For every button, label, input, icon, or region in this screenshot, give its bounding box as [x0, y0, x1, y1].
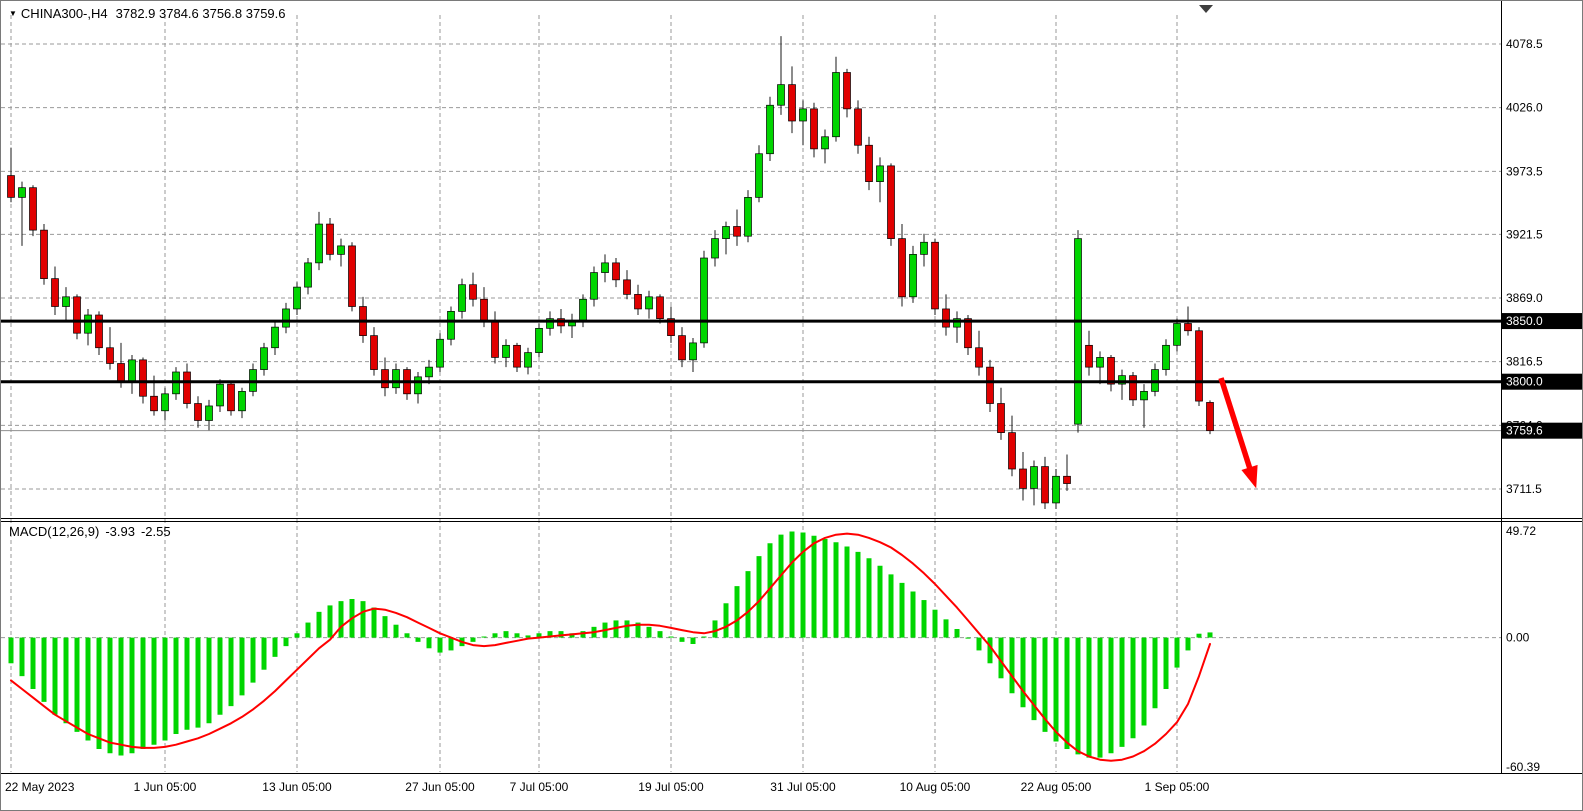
price-axis-label: 3711.5: [1506, 482, 1542, 496]
macd-axis-label: 0.00: [1506, 631, 1530, 645]
time-axis: 22 May 2023 1 Jun 05:00 13 Jun 05:00 27 Jun…: [5, 780, 1210, 794]
time-axis-label: 1 Jun 05:00: [134, 780, 197, 794]
time-axis-label: 10 Aug 05:00: [900, 780, 971, 794]
time-axis-label: 1 Sep 05:00: [1145, 780, 1210, 794]
last-price-tag: [1502, 422, 1582, 439]
time-axis-label: 22 May 2023: [5, 780, 75, 794]
time-axis-label: 13 Jun 05:00: [262, 780, 332, 794]
macd-axis-label: 49.72: [1506, 524, 1536, 538]
symbol-dropdown-icon[interactable]: ▼: [9, 9, 17, 18]
level-price-tag-text: 3800.0: [1506, 375, 1543, 389]
time-axis-label: 7 Jul 05:00: [510, 780, 569, 794]
price-tags: 3850.0 3800.0 3759.6: [1502, 313, 1582, 439]
price-axis-label: 4026.0: [1506, 101, 1543, 115]
time-axis-label: 31 Jul 05:00: [770, 780, 836, 794]
level-price-tag-text: 3850.0: [1506, 314, 1543, 328]
horizontal-level-lines: [1, 319, 1501, 384]
price-axis-label: 4078.5: [1506, 37, 1543, 51]
symbol-info[interactable]: ▼ CHINA300-,H4 3782.9 3784.6 3756.8 3759.6: [9, 6, 286, 21]
price-axis-label: 3869.0: [1506, 291, 1543, 305]
last-price-tag-text: 3759.6: [1506, 424, 1543, 438]
price-axis-label: 3921.5: [1506, 227, 1543, 241]
time-axis-label: 19 Jul 05:00: [638, 780, 704, 794]
chart-shift-marker-icon: [1199, 5, 1213, 13]
candlestick-series: [7, 36, 1214, 510]
macd-panel: [1, 531, 1501, 762]
down-arrow-icon: [1241, 464, 1258, 489]
symbol-title: CHINA300-,H4: [20, 6, 108, 21]
level-price-tag: [1502, 373, 1582, 390]
panel-separators: [1, 1, 1582, 774]
macd-signal-value: -2.55: [140, 524, 171, 539]
macd-main-value: -3.93: [105, 524, 135, 539]
price-axis-label: 3816.5: [1506, 355, 1543, 369]
ohlc-readout: 3782.9 3784.6 3756.8 3759.6: [115, 6, 286, 21]
macd-signal-line: [10, 532, 1211, 762]
macd-name: MACD(12,26,9): [9, 524, 100, 539]
macd-indicator-label: MACD(12,26,9) -3.93 -2.55: [9, 524, 171, 539]
level-price-tag: [1502, 313, 1582, 330]
time-axis-label: 27 Jun 05:00: [405, 780, 475, 794]
macd-axis-label: -60.39: [1506, 760, 1540, 774]
price-axis-label: 3973.5: [1506, 164, 1543, 178]
trend-arrow-annotation: [1218, 377, 1258, 489]
time-axis-label: 22 Aug 05:00: [1021, 780, 1092, 794]
